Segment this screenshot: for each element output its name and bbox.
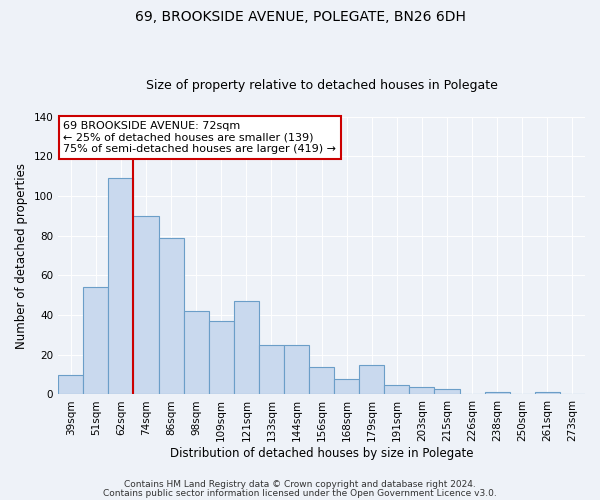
Text: 69 BROOKSIDE AVENUE: 72sqm
← 25% of detached houses are smaller (139)
75% of sem: 69 BROOKSIDE AVENUE: 72sqm ← 25% of deta… xyxy=(64,121,337,154)
X-axis label: Distribution of detached houses by size in Polegate: Distribution of detached houses by size … xyxy=(170,447,473,460)
Bar xyxy=(58,374,83,394)
Bar xyxy=(83,288,109,395)
Bar xyxy=(309,366,334,394)
Text: 69, BROOKSIDE AVENUE, POLEGATE, BN26 6DH: 69, BROOKSIDE AVENUE, POLEGATE, BN26 6DH xyxy=(134,10,466,24)
Bar xyxy=(184,311,209,394)
Bar xyxy=(284,345,309,395)
Bar xyxy=(133,216,158,394)
Title: Size of property relative to detached houses in Polegate: Size of property relative to detached ho… xyxy=(146,79,497,92)
Bar xyxy=(334,378,359,394)
Text: Contains public sector information licensed under the Open Government Licence v3: Contains public sector information licen… xyxy=(103,488,497,498)
Bar xyxy=(209,321,234,394)
Bar xyxy=(409,386,434,394)
Y-axis label: Number of detached properties: Number of detached properties xyxy=(15,162,28,348)
Bar xyxy=(385,384,409,394)
Bar xyxy=(259,345,284,395)
Bar xyxy=(109,178,133,394)
Text: Contains HM Land Registry data © Crown copyright and database right 2024.: Contains HM Land Registry data © Crown c… xyxy=(124,480,476,489)
Bar xyxy=(359,364,385,394)
Bar xyxy=(485,392,510,394)
Bar xyxy=(434,388,460,394)
Bar xyxy=(535,392,560,394)
Bar xyxy=(234,301,259,394)
Bar xyxy=(158,238,184,394)
